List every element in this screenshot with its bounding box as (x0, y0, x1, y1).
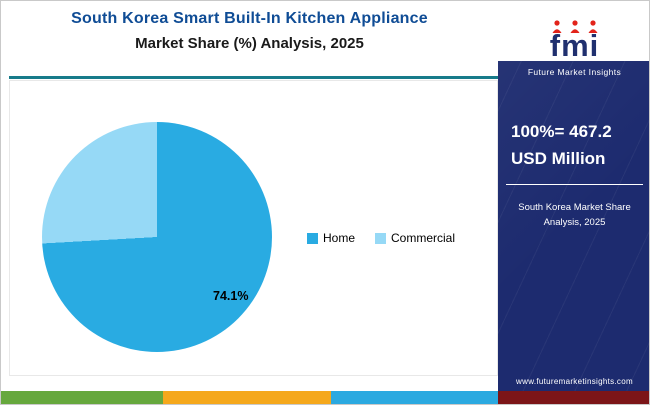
market-size-stat: 100%= 467.2 USD Million (498, 118, 649, 172)
legend-label-home: Home (323, 231, 356, 245)
footer-segment-blue (331, 391, 498, 404)
footer-segment-green (1, 391, 163, 404)
fmi-logo: fmi (498, 1, 649, 63)
legend-item-commercial: Commercial (375, 231, 455, 245)
legend-label-commercial: Commercial (391, 231, 456, 245)
legend-swatch-commercial (375, 232, 387, 244)
page-title-line2: Market Share (%) Analysis, 2025 (135, 35, 364, 52)
sidebar-caption-line1: South Korea Market Share (518, 202, 631, 213)
title-divider-rule (9, 76, 498, 79)
sidebar-divider (506, 184, 643, 185)
footer-color-bar (1, 391, 649, 404)
website-url: www.futuremarketinsights.com (516, 377, 633, 386)
market-size-value: 100%= 467.2 (511, 122, 612, 141)
fmi-logo-wordmark: fmi (549, 27, 600, 63)
footer-segment-maroon (498, 391, 649, 404)
sidebar-caption-line2: Analysis, 2025 (543, 216, 606, 228)
title-area: South Korea Smart Built-In Kitchen Appli… (1, 1, 498, 52)
market-size-unit: USD Million (511, 149, 606, 168)
fmi-logo-figures-icon (552, 20, 597, 33)
legend-swatch-home (307, 232, 318, 244)
pie-slice-data-label: 74.1% (213, 289, 249, 303)
sidebar-caption: South Korea Market Share Analysis, 2025 (498, 201, 649, 230)
pie-chart (42, 122, 272, 352)
brand-sidebar: fmi Future Market Insights 100%= 467.2 U… (498, 1, 649, 391)
legend-item-home: Home (307, 231, 355, 245)
chart-legend: Home Commercial (307, 231, 455, 245)
page-title-line1: South Korea Smart Built-In Kitchen Appli… (71, 10, 428, 27)
footer-segment-yellow (163, 391, 331, 404)
pie-chart-area: 74.1% Home Commercial (9, 80, 498, 376)
fmi-logo-subtitle: Future Market Insights (527, 67, 622, 77)
